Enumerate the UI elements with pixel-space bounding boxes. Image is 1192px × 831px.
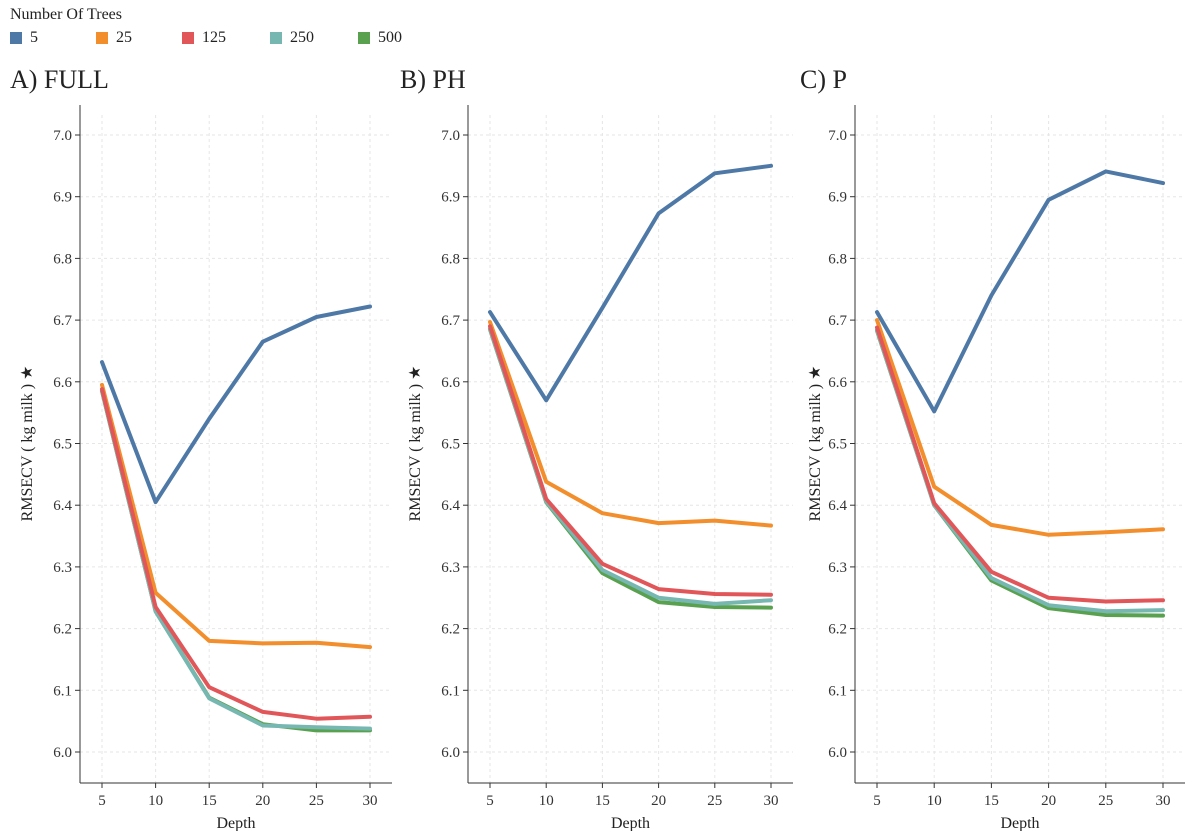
x-tick-label: 30	[1156, 793, 1171, 809]
x-axis-label: Depth	[216, 815, 255, 831]
y-tick-label: 6.3	[441, 560, 460, 576]
y-tick-label: 6.4	[53, 498, 72, 514]
y-tick-label: 6.4	[828, 498, 847, 514]
series-line-125	[100, 387, 372, 721]
x-tick-label: 15	[984, 793, 999, 809]
x-tick-label: 5	[873, 793, 881, 809]
x-tick-label: 10	[148, 793, 163, 809]
x-tick-label: 25	[309, 793, 324, 809]
legend-item-125: 125	[182, 28, 226, 48]
legend-swatch	[358, 32, 370, 44]
y-tick-label: 6.1	[828, 683, 847, 699]
legend-label: 500	[378, 29, 402, 46]
series-line-500	[488, 327, 773, 610]
y-tick-label: 6.5	[828, 437, 847, 453]
legend-label: 5	[30, 29, 38, 46]
legend-swatch	[182, 32, 194, 44]
legend-item-250: 250	[270, 28, 314, 48]
legend: Number Of Trees 5 25 125 250 500	[8, 6, 528, 50]
y-tick-label: 6.8	[828, 251, 847, 267]
y-tick-label: 6.3	[828, 560, 847, 576]
y-axis-label: RMSECV ( kg milk ) ★	[19, 366, 36, 522]
y-tick-label: 6.2	[53, 622, 72, 638]
x-tick-label: 15	[202, 793, 217, 809]
x-tick-label: 25	[707, 793, 722, 809]
x-tick-label: 25	[1098, 793, 1113, 809]
y-tick-label: 6.5	[441, 437, 460, 453]
legend-label: 25	[116, 29, 132, 46]
y-tick-label: 6.0	[53, 745, 72, 761]
y-tick-label: 6.2	[441, 622, 460, 638]
x-tick-label: 5	[98, 793, 106, 809]
y-tick-label: 6.9	[828, 190, 847, 206]
series-line-25	[488, 320, 773, 528]
x-tick-label: 20	[1041, 793, 1056, 809]
x-tick-label: 30	[764, 793, 779, 809]
series-line-500	[875, 328, 1165, 618]
y-tick-label: 6.6	[53, 375, 72, 391]
legend-item-5: 5	[10, 28, 38, 48]
x-tick-label: 20	[255, 793, 270, 809]
series-line-125	[875, 325, 1165, 604]
y-tick-label: 6.7	[828, 313, 847, 329]
series-line-250	[875, 328, 1165, 614]
legend-label: 125	[202, 29, 226, 46]
x-tick-label: 5	[486, 793, 494, 809]
x-tick-label: 15	[595, 793, 610, 809]
x-tick-label: 10	[927, 793, 942, 809]
y-tick-label: 6.6	[441, 375, 460, 391]
x-axis-label: Depth	[1000, 815, 1039, 831]
y-tick-label: 7.0	[53, 128, 72, 144]
legend-swatch	[10, 32, 22, 44]
y-tick-label: 6.7	[441, 313, 460, 329]
series-line-5	[875, 169, 1165, 414]
y-tick-label: 7.0	[441, 128, 460, 144]
panel-title: C) P	[800, 65, 847, 94]
panel-title: B) PH	[400, 65, 466, 94]
series-line-5	[100, 304, 372, 505]
series-line-5	[488, 163, 773, 403]
y-tick-label: 7.0	[828, 128, 847, 144]
y-tick-label: 6.9	[53, 190, 72, 206]
series-line-25	[875, 318, 1165, 537]
y-tick-label: 6.8	[53, 251, 72, 267]
legend-title: Number Of Trees	[10, 6, 122, 23]
legend-item-500: 500	[358, 28, 402, 48]
y-tick-label: 6.9	[441, 190, 460, 206]
legend-label: 250	[290, 29, 314, 46]
legend-swatch	[96, 32, 108, 44]
legend-swatch	[270, 32, 282, 44]
y-axis-label: RMSECV ( kg milk ) ★	[807, 366, 824, 522]
y-tick-label: 6.5	[53, 437, 72, 453]
series-line-125	[488, 324, 773, 597]
y-axis-label: RMSECV ( kg milk ) ★	[407, 366, 424, 522]
x-axis-label: Depth	[611, 815, 650, 831]
y-tick-label: 6.6	[828, 375, 847, 391]
x-tick-label: 30	[363, 793, 378, 809]
y-tick-label: 6.1	[53, 683, 72, 699]
y-tick-label: 6.2	[828, 622, 847, 638]
panel-title: A) FULL	[10, 65, 109, 94]
y-tick-label: 6.3	[53, 560, 72, 576]
y-tick-label: 6.1	[441, 683, 460, 699]
y-tick-label: 6.0	[828, 745, 847, 761]
x-tick-label: 20	[651, 793, 666, 809]
series-line-250	[488, 326, 773, 606]
legend-item-25: 25	[96, 28, 132, 48]
y-tick-label: 6.7	[53, 313, 72, 329]
y-tick-label: 6.0	[441, 745, 460, 761]
x-tick-label: 10	[539, 793, 554, 809]
y-tick-label: 6.8	[441, 251, 460, 267]
y-tick-label: 6.4	[441, 498, 460, 514]
series-line-25	[100, 382, 372, 650]
